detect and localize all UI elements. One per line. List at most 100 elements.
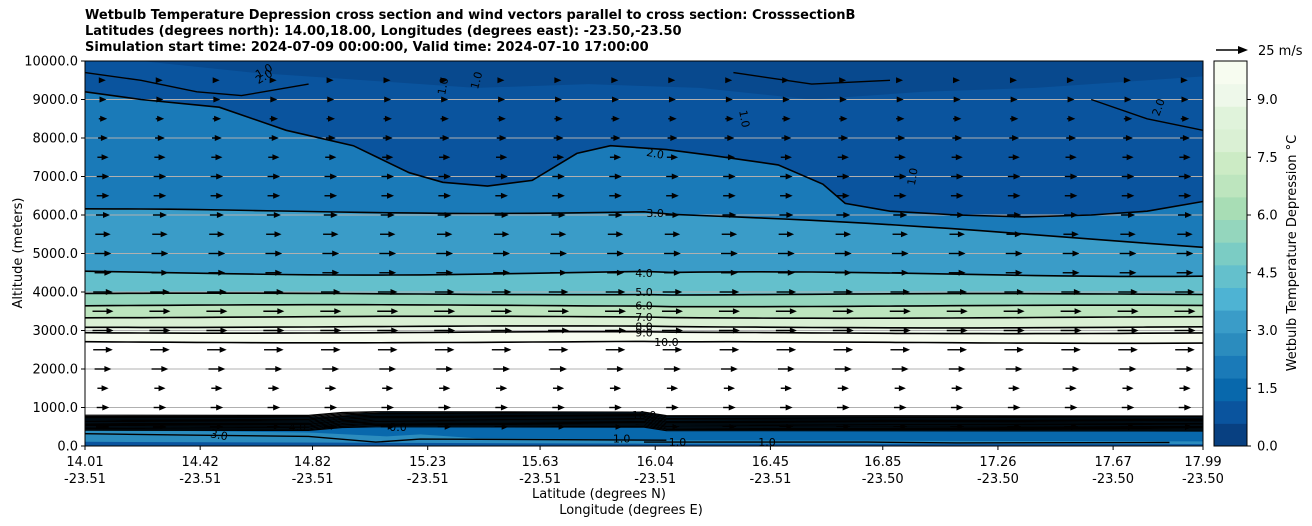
wind-vector <box>1060 308 1082 315</box>
x-tick-label-lon: -23.50 <box>862 472 904 487</box>
y-tick-label: 6000.0 <box>33 209 79 224</box>
wind-vector <box>953 115 962 122</box>
wind-vector <box>383 115 392 122</box>
contour-label: 4.0 <box>635 267 653 280</box>
wind-vector <box>548 346 569 353</box>
wind-vector <box>1118 346 1138 353</box>
wind-vector <box>264 346 284 353</box>
wind-vector <box>497 115 506 122</box>
wind-vector <box>152 423 167 430</box>
x-tick-label-lat: 17.67 <box>1095 455 1132 470</box>
contour-label: 10.0 <box>632 409 657 422</box>
y-tick-label: 2000.0 <box>33 363 79 378</box>
contour-label-text: 5.0 <box>635 286 653 299</box>
wind-vector <box>832 308 854 315</box>
wind-vector <box>209 423 224 430</box>
wind-vector <box>722 212 737 218</box>
wind-vector <box>1060 327 1082 334</box>
wind-vector <box>495 404 508 411</box>
wind-vector <box>93 289 113 295</box>
wind-vector <box>1006 231 1022 238</box>
wind-vector <box>206 308 228 315</box>
wind-vector <box>153 404 167 411</box>
contour-line <box>85 421 1203 427</box>
wind-vector <box>154 385 166 392</box>
wind-vector <box>327 96 335 103</box>
wind-vector <box>99 96 107 103</box>
wind-vector <box>664 269 681 276</box>
wind-vector <box>436 250 454 257</box>
contour-lines <box>85 71 1203 444</box>
contour-label-text: 2.0 <box>645 146 664 162</box>
wind-vector <box>382 135 393 141</box>
wind-vector <box>951 154 963 161</box>
wind-vector <box>1179 385 1191 392</box>
wind-vector <box>1062 269 1080 276</box>
colorbar-band <box>1214 174 1247 198</box>
wind-vector <box>152 231 168 238</box>
y-tick-label: 9000.0 <box>33 93 79 108</box>
wind-vector <box>1178 173 1192 180</box>
contour-label-text: 10.0 <box>632 409 657 422</box>
wind-vector <box>323 212 338 218</box>
wind-vector <box>439 385 451 392</box>
wind-vector <box>208 250 226 257</box>
wind-vector <box>1121 212 1136 218</box>
x-tick-label-lat: 15.23 <box>409 455 446 470</box>
wind-vector <box>777 269 795 276</box>
wind-vector <box>151 250 169 257</box>
wind-vector <box>664 366 681 372</box>
wind-vector <box>780 385 792 392</box>
contour-label: 1.0 <box>613 433 631 446</box>
wind-vector <box>434 327 456 334</box>
wind-vector <box>890 289 911 295</box>
wind-vector <box>381 192 395 199</box>
wind-vector <box>723 404 736 411</box>
wind-vector <box>1174 308 1196 315</box>
contour-label: 3.0 <box>646 207 664 220</box>
contour-band <box>85 441 1203 446</box>
wind-vector <box>1123 77 1131 84</box>
wind-vector <box>439 154 451 161</box>
x-tick-label-lon: -23.51 <box>292 472 334 487</box>
chart-title: Wetbulb Temperature Depression cross sec… <box>85 8 855 56</box>
wind-vector <box>953 77 961 84</box>
wind-vector <box>1119 269 1137 276</box>
wind-vector <box>494 212 509 218</box>
colorbar-band <box>1214 310 1247 334</box>
contour-line <box>85 303 1203 308</box>
wind-vector <box>893 423 908 430</box>
wind-vector <box>263 308 285 315</box>
wind-vector <box>437 423 452 430</box>
wind-vector <box>1004 346 1024 353</box>
wind-vector <box>782 96 790 103</box>
wind-vector <box>1063 231 1079 238</box>
wind-vector <box>948 269 966 276</box>
contour-line <box>1090 98 1203 131</box>
wind-vector <box>666 192 679 199</box>
wind-vector <box>440 77 448 84</box>
wind-vector <box>324 404 338 411</box>
wind-vector <box>1062 250 1080 257</box>
wind-vector <box>92 327 114 334</box>
wind-vector <box>206 327 228 334</box>
wind-vector <box>382 154 394 161</box>
contour-label-text: 1.0 <box>613 433 631 446</box>
wind-vector <box>721 231 738 238</box>
contour-line <box>85 426 1203 432</box>
colorbar-band <box>1214 219 1247 243</box>
contour-label-text: 1.0 <box>669 436 687 449</box>
wind-vector <box>434 289 455 295</box>
wind-vector <box>552 192 565 199</box>
x-tick-label-lon: -23.51 <box>179 472 221 487</box>
wind-vector <box>723 173 736 180</box>
quiver-key-label: 25 m/s <box>1258 44 1303 59</box>
wind-vector <box>723 385 736 392</box>
x-tick-label-lon: -23.51 <box>749 472 791 487</box>
wind-vector <box>889 308 911 315</box>
wind-vector <box>1004 289 1024 295</box>
wind-vector <box>779 212 794 218</box>
wind-vector <box>775 308 797 315</box>
title-line-1: Wetbulb Temperature Depression cross sec… <box>85 8 856 23</box>
wind-vector <box>1066 115 1076 122</box>
